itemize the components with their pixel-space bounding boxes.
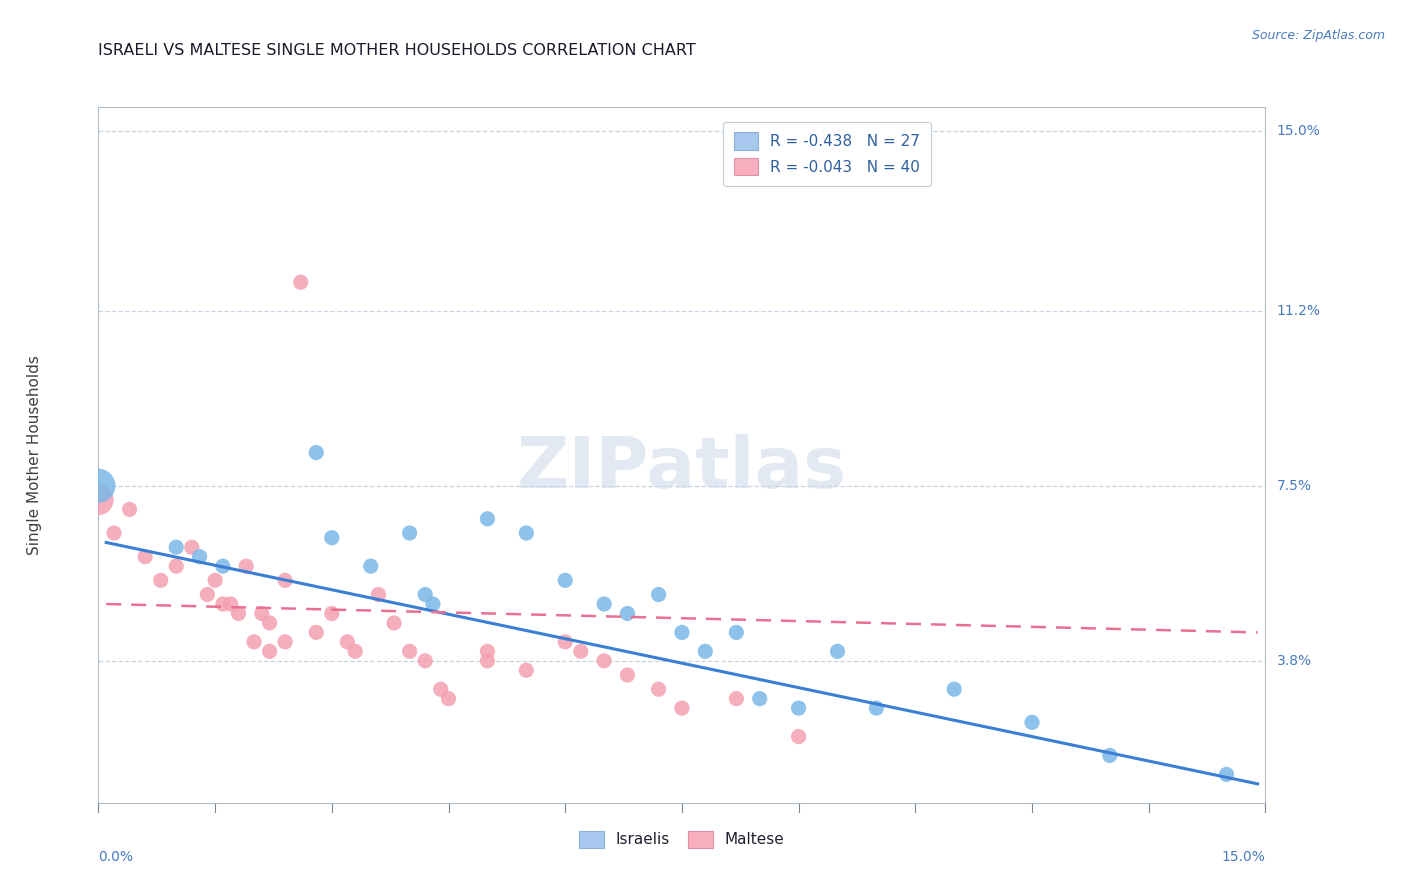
Point xyxy=(250,607,273,621)
Point xyxy=(398,644,420,658)
Point xyxy=(87,478,110,492)
Text: Single Mother Households: Single Mother Households xyxy=(27,355,42,555)
Point xyxy=(671,701,693,715)
Legend: Israelis, Maltese: Israelis, Maltese xyxy=(574,824,790,855)
Point xyxy=(477,512,499,526)
Point xyxy=(382,615,405,630)
Point xyxy=(671,625,693,640)
Point xyxy=(1098,748,1121,763)
Text: 15.0%: 15.0% xyxy=(1277,124,1320,137)
Point xyxy=(725,691,748,706)
Point xyxy=(305,445,328,459)
Point xyxy=(259,615,281,630)
Point xyxy=(554,574,576,588)
Point xyxy=(235,559,257,574)
Point xyxy=(103,526,125,541)
Point xyxy=(1021,715,1043,730)
Point xyxy=(149,574,172,588)
Point xyxy=(477,644,499,658)
Text: 7.5%: 7.5% xyxy=(1277,479,1312,492)
Point xyxy=(616,668,638,682)
Point xyxy=(477,654,499,668)
Point xyxy=(367,588,389,602)
Point xyxy=(134,549,156,564)
Point xyxy=(515,526,537,541)
Point xyxy=(422,597,444,611)
Point xyxy=(827,644,849,658)
Point xyxy=(212,597,235,611)
Point xyxy=(437,691,460,706)
Point xyxy=(413,654,436,668)
Point xyxy=(398,526,420,541)
Point xyxy=(554,635,576,649)
Point xyxy=(87,492,110,507)
Point xyxy=(274,635,297,649)
Point xyxy=(593,597,616,611)
Point xyxy=(787,730,810,744)
Point xyxy=(515,663,537,677)
Point xyxy=(204,574,226,588)
Point xyxy=(243,635,266,649)
Point xyxy=(165,559,187,574)
Point xyxy=(118,502,141,516)
Point xyxy=(336,635,359,649)
Point xyxy=(748,691,770,706)
Text: 3.8%: 3.8% xyxy=(1277,654,1312,668)
Point xyxy=(195,588,218,602)
Point xyxy=(344,644,367,658)
Text: 11.2%: 11.2% xyxy=(1277,303,1320,318)
Point xyxy=(228,607,250,621)
Point xyxy=(943,682,966,697)
Text: 0.0%: 0.0% xyxy=(98,850,134,864)
Point xyxy=(321,531,343,545)
Point xyxy=(616,607,638,621)
Point xyxy=(305,625,328,640)
Text: ZIPatlas: ZIPatlas xyxy=(517,434,846,503)
Point xyxy=(259,644,281,658)
Point xyxy=(1215,767,1237,781)
Point xyxy=(725,625,748,640)
Point xyxy=(219,597,242,611)
Text: ISRAELI VS MALTESE SINGLE MOTHER HOUSEHOLDS CORRELATION CHART: ISRAELI VS MALTESE SINGLE MOTHER HOUSEHO… xyxy=(98,43,696,58)
Point xyxy=(569,644,592,658)
Point xyxy=(360,559,382,574)
Point xyxy=(290,275,312,289)
Point xyxy=(274,574,297,588)
Point xyxy=(593,654,616,668)
Point xyxy=(429,682,451,697)
Text: Source: ZipAtlas.com: Source: ZipAtlas.com xyxy=(1251,29,1385,42)
Point xyxy=(212,559,235,574)
Point xyxy=(695,644,717,658)
Point xyxy=(188,549,211,564)
Text: 15.0%: 15.0% xyxy=(1222,850,1265,864)
Point xyxy=(165,540,187,554)
Point xyxy=(787,701,810,715)
Point xyxy=(180,540,202,554)
Point xyxy=(413,588,436,602)
Point xyxy=(865,701,887,715)
Point xyxy=(647,588,669,602)
Point xyxy=(321,607,343,621)
Point xyxy=(647,682,669,697)
